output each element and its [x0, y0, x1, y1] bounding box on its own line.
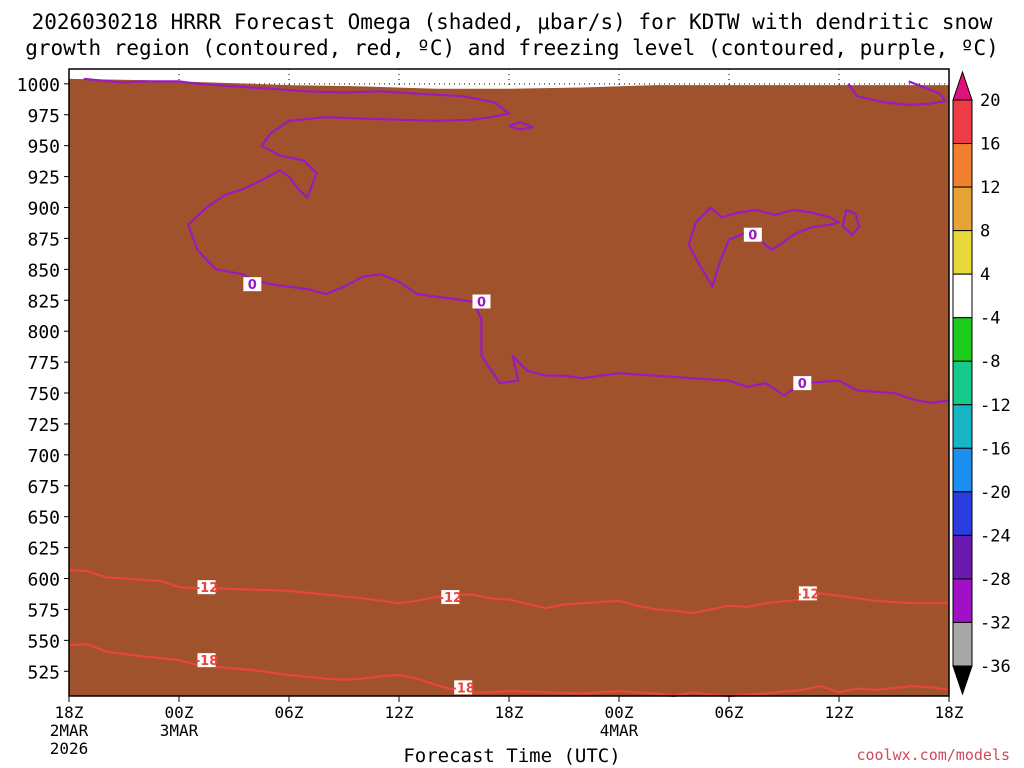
- colorbar-bin: [952, 534, 973, 580]
- contour-label: -12: [439, 591, 463, 606]
- y-tick-label: 725: [27, 415, 60, 436]
- y-tick-label: 625: [27, 539, 60, 560]
- contour-label-bg: [197, 653, 216, 668]
- contour-label: 0: [798, 377, 807, 392]
- terrain-layer: [69, 78, 949, 696]
- y-axis: 525 550 575 600 625 650 675 700 725 750 775 800 825 8…: [17, 75, 69, 683]
- y-tick-label: 700: [27, 446, 60, 467]
- y-tick-label: 525: [27, 662, 60, 683]
- x-tick-label: 18Z: [935, 703, 964, 722]
- x-tick-label: 4MAR: [600, 721, 639, 740]
- contour-label-bg: [743, 227, 762, 242]
- contour-label-bg: [798, 586, 817, 601]
- x-tick-label: 00Z: [165, 703, 194, 722]
- colorbar-bin: [952, 143, 973, 188]
- contour-label: -18: [195, 654, 219, 669]
- colorbar-label: -36: [980, 657, 1011, 677]
- x-tick-label: 2026: [50, 739, 89, 758]
- colorbar-label: -32: [980, 613, 1011, 633]
- y-tick-label: 775: [27, 353, 60, 374]
- colorbar-top-arrow: [952, 70, 973, 101]
- colorbar-bin: [952, 491, 973, 536]
- y-tick-label: 750: [27, 384, 60, 405]
- y-tick-label: 900: [27, 199, 60, 220]
- colorbar-label: -20: [980, 483, 1011, 503]
- colorbar-bin: [952, 186, 973, 232]
- contour-label: 0: [477, 295, 486, 310]
- contour-label: -12: [796, 587, 820, 602]
- y-tick-label: 825: [27, 291, 60, 312]
- y-tick-label: 650: [27, 508, 60, 529]
- colorbar-bin: [952, 230, 973, 275]
- y-tick-label: 975: [27, 106, 60, 127]
- contour-line: [83, 77, 511, 209]
- contour-label: 0: [248, 278, 257, 293]
- x-axis-title: Forecast Time (UTC): [403, 745, 621, 767]
- y-tick-label: 800: [27, 322, 60, 343]
- colorbar-bin: [952, 621, 973, 667]
- x-tick-label: 18Z: [55, 703, 84, 722]
- y-tick-label: 925: [27, 168, 60, 189]
- contour-line: [847, 80, 947, 107]
- colorbar-label: -4: [980, 309, 1000, 329]
- contour-label-bg: [197, 580, 216, 595]
- y-tick-label: 575: [27, 600, 60, 621]
- y-tick-label: 550: [27, 631, 60, 652]
- colorbar-bin: [952, 273, 973, 319]
- terrain-fill: [69, 78, 949, 696]
- colorbar-label: 4: [980, 265, 990, 285]
- contour-label: -18: [451, 681, 475, 696]
- colorbar-bin: [952, 317, 973, 362]
- x-tick-label: 12Z: [385, 703, 414, 722]
- colorbar-label: 16: [980, 135, 1000, 155]
- chart-title-line-2: growth region (contoured, red, ºC) and f…: [25, 36, 999, 60]
- y-tick-label: 675: [27, 477, 60, 498]
- contour-labels: -18 -18 -12 -12 -12 0 0 0 0: [195, 227, 820, 696]
- y-tick-label: 600: [27, 570, 60, 591]
- contour-line: [841, 208, 861, 236]
- colorbar-label: -24: [980, 526, 1011, 546]
- colorbar-bottom-arrow: [952, 665, 973, 696]
- contour-label-bg: [793, 376, 812, 391]
- contour-label: -12: [195, 581, 219, 596]
- colorbar-label: 12: [980, 178, 1000, 198]
- x-tick-label: 06Z: [715, 703, 744, 722]
- chart-title-line-1: 2026030218 HRRR Forecast Omega (shaded, …: [31, 10, 993, 34]
- contour-line: [687, 206, 841, 288]
- credit-text[interactable]: coolwx.com/models: [856, 746, 1010, 764]
- colorbar-bin: [952, 578, 973, 623]
- contour-label-bg: [243, 277, 262, 292]
- colorbar-label: -16: [980, 439, 1011, 459]
- x-tick-label: 12Z: [825, 703, 854, 722]
- contour-line: [68, 642, 950, 698]
- colorbar-label: -12: [980, 396, 1011, 416]
- colorbar-bin: [952, 360, 973, 406]
- colorbar-bin: [952, 447, 973, 493]
- contour-label: 0: [748, 229, 757, 244]
- x-tick-label: 18Z: [495, 703, 524, 722]
- x-tick-label: 00Z: [605, 703, 634, 722]
- colorbar-label: 20: [980, 91, 1000, 111]
- colorbar-label: -8: [980, 352, 1000, 372]
- contour-label-bg: [441, 590, 460, 605]
- y-tick-label: 950: [27, 137, 60, 158]
- contour-label-bg: [454, 680, 473, 695]
- x-tick-label: 2MAR: [50, 721, 89, 740]
- x-tick-label: 3MAR: [160, 721, 199, 740]
- colorbar-bin: [952, 404, 973, 449]
- y-tick-label: 875: [27, 229, 60, 250]
- colorbar-label: -28: [980, 570, 1011, 590]
- colorbar: 20 16 12 8 4 -4 -8 -12 -16 -20 -24 -28 -32 -36: [952, 70, 1011, 696]
- contour-line: [508, 121, 534, 131]
- contour-label-bg: [472, 294, 491, 309]
- y-tick-label: 1000: [17, 75, 60, 96]
- y-tick-label: 850: [27, 260, 60, 281]
- colorbar-label: 8: [980, 222, 990, 242]
- colorbar-bin: [952, 99, 973, 145]
- x-tick-label: 06Z: [275, 703, 304, 722]
